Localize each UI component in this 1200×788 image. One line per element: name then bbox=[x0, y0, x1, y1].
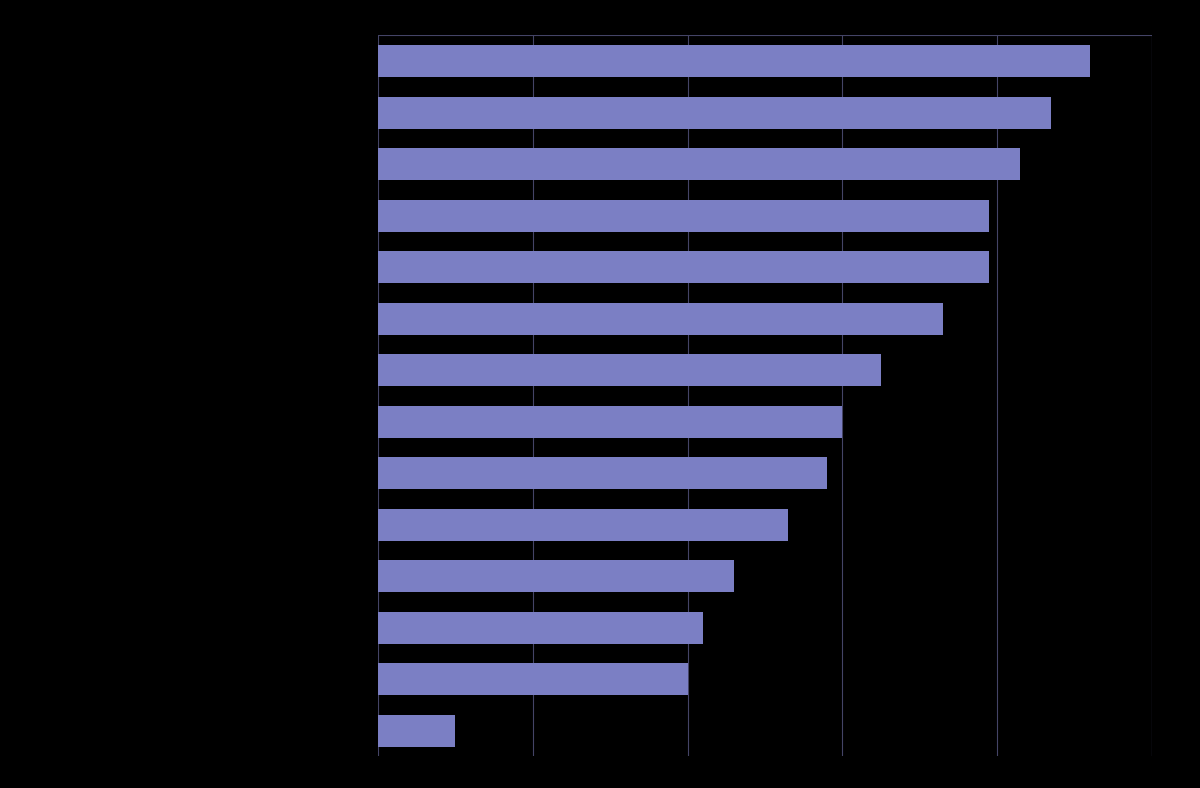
Bar bbox=[378, 355, 881, 386]
Bar bbox=[378, 148, 1020, 180]
Bar bbox=[378, 45, 1090, 77]
Bar bbox=[378, 457, 827, 489]
Bar bbox=[378, 663, 688, 695]
Bar bbox=[378, 303, 943, 335]
Bar bbox=[378, 715, 456, 747]
Bar bbox=[378, 97, 1051, 128]
Bar bbox=[378, 611, 703, 644]
Bar bbox=[378, 199, 990, 232]
Bar bbox=[378, 251, 990, 283]
Bar bbox=[378, 509, 788, 541]
Bar bbox=[378, 406, 842, 437]
Bar bbox=[378, 560, 734, 593]
